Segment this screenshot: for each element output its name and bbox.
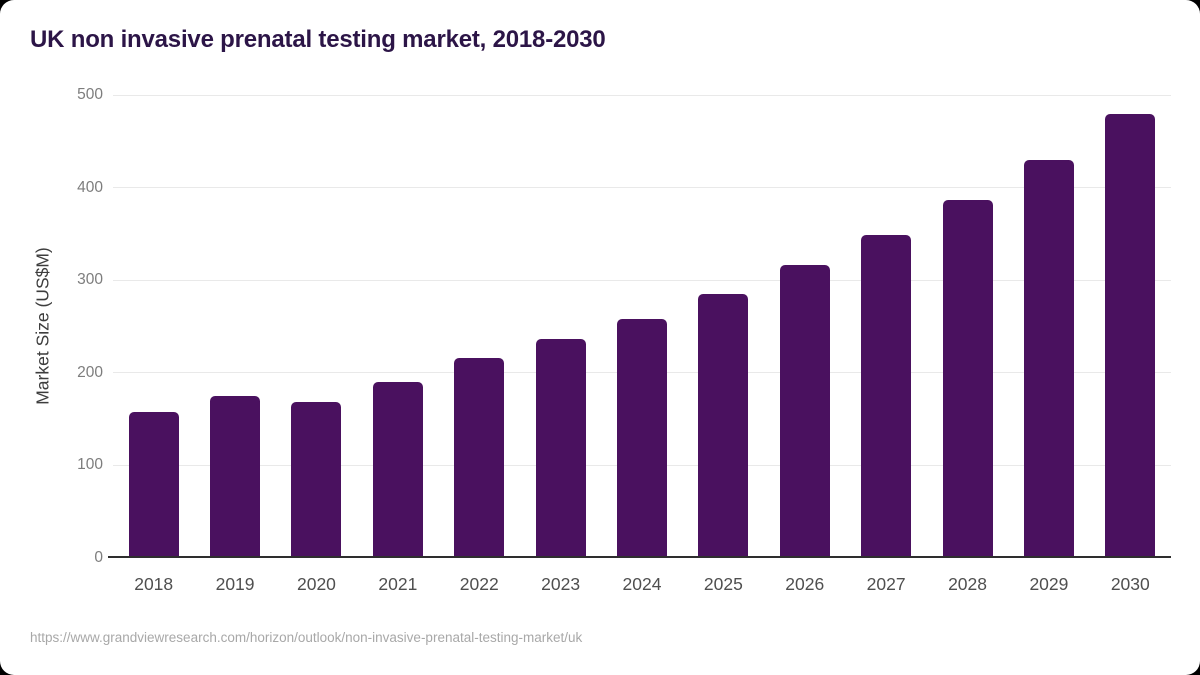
x-tick-label-2026: 2026 — [785, 574, 825, 594]
x-axis-line — [108, 556, 1171, 558]
gridline-400 — [113, 187, 1171, 189]
bar-2023 — [535, 339, 586, 558]
x-tick-label-2029: 2029 — [1029, 574, 1069, 594]
y-tick-label-0: 0 — [94, 549, 103, 566]
x-tick-label-2023: 2023 — [541, 574, 581, 594]
bar-2019 — [210, 395, 261, 558]
bar-2029 — [1023, 159, 1074, 558]
x-tick-label-2027: 2027 — [866, 574, 906, 594]
x-tick-label-2021: 2021 — [378, 574, 418, 594]
bar-2018 — [128, 411, 179, 558]
source-url: https://www.grandviewresearch.com/horizo… — [30, 630, 583, 645]
x-tick-label-2028: 2028 — [948, 574, 987, 594]
x-tick-label-2025: 2025 — [703, 574, 743, 594]
bar-2024 — [617, 319, 667, 558]
y-tick-label-300: 300 — [77, 271, 103, 289]
y-tick-label-100: 100 — [77, 456, 103, 474]
chart-title: UK non invasive prenatal testing market,… — [30, 26, 606, 53]
bar-2030 — [1105, 113, 1156, 558]
y-tick-label-200: 200 — [77, 363, 103, 381]
plot-area — [113, 94, 1171, 558]
bar-2022 — [454, 357, 505, 558]
gridline-300 — [113, 279, 1171, 281]
x-tick-label-2019: 2019 — [215, 574, 255, 594]
bar-2020 — [291, 401, 342, 558]
x-tick-label-2024: 2024 — [622, 574, 662, 594]
y-tick-label-400: 400 — [77, 178, 103, 196]
gridline-500 — [113, 94, 1171, 96]
x-tick-label-2020: 2020 — [296, 574, 336, 594]
bar-2028 — [942, 199, 993, 558]
bar-2026 — [779, 265, 830, 558]
x-tick-label-2030: 2030 — [1110, 574, 1150, 594]
y-tick-label-500: 500 — [77, 86, 103, 103]
bar-2021 — [372, 382, 423, 558]
bar-2027 — [861, 234, 912, 558]
bar-2025 — [698, 294, 749, 558]
x-tick-label-2022: 2022 — [459, 574, 499, 594]
x-tick-label-2018: 2018 — [134, 574, 174, 594]
